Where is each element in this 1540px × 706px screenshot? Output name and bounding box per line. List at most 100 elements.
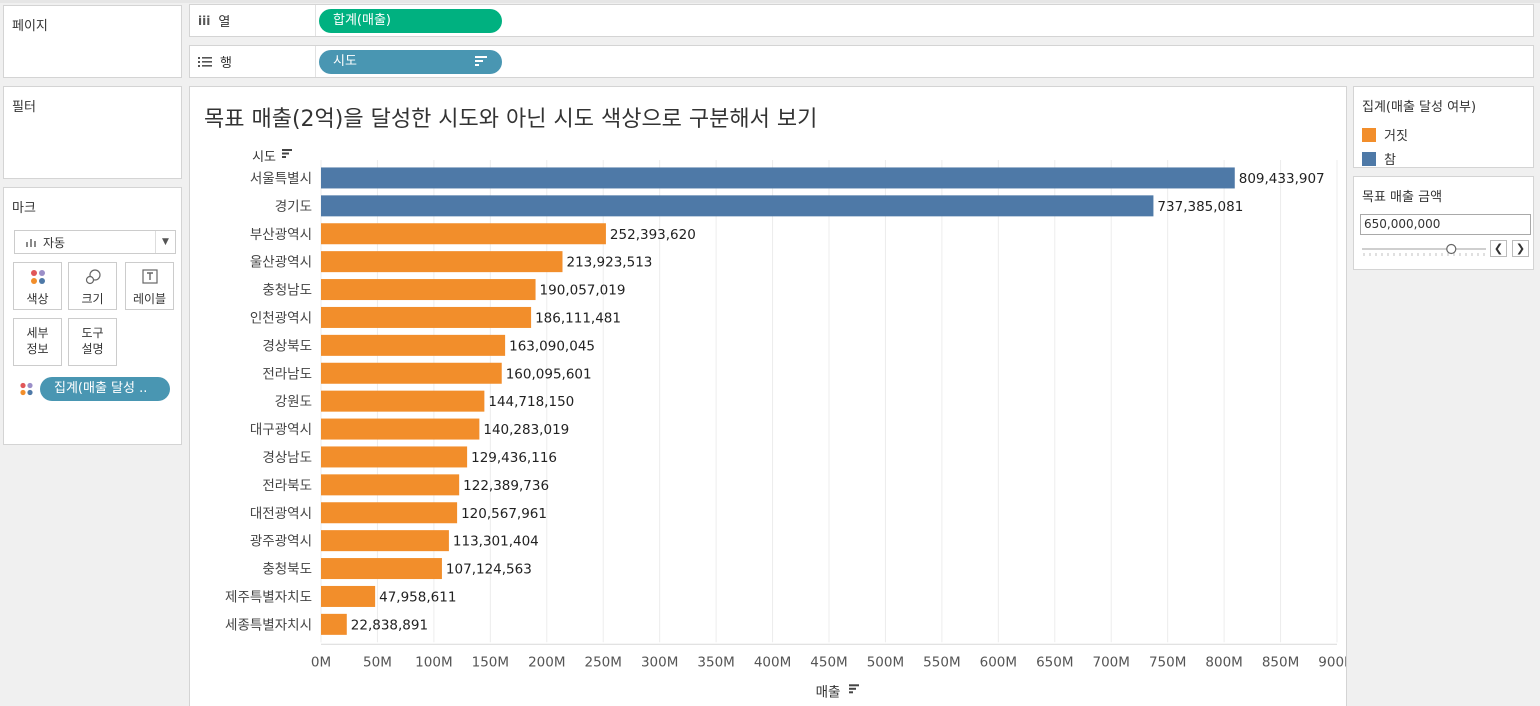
detail-mark-label-line1: 세부 <box>26 326 49 340</box>
rows-shelf-label: 행 <box>220 56 232 71</box>
parameter-value-input[interactable]: 650,000,000 <box>1360 214 1531 235</box>
color-dots-icon <box>20 382 33 396</box>
x-tick-label: 0M <box>311 654 331 670</box>
category-label[interactable]: 서울특별시 <box>250 171 312 187</box>
color-legend-card[interactable]: 집계(매출 달성 여부) 거짓 참 <box>1353 86 1534 168</box>
columns-shelf-label: 열 <box>218 15 231 30</box>
bar[interactable] <box>321 223 606 245</box>
bar-value-label: 120,567,961 <box>461 506 547 522</box>
legend-item-false[interactable]: 거짓 <box>1362 125 1408 144</box>
x-tick-label: 250M <box>585 654 622 670</box>
color-dots-icon <box>30 270 45 284</box>
bar[interactable] <box>321 530 449 552</box>
x-tick-label: 500M <box>867 654 904 670</box>
legend-swatch-false <box>1362 127 1376 142</box>
bar[interactable] <box>321 446 468 468</box>
color-mark-button[interactable]: 색상 <box>13 262 62 310</box>
bar[interactable] <box>321 362 502 384</box>
x-axis-title[interactable]: 매출 <box>816 684 841 700</box>
label-mark-button[interactable]: 레이블 <box>125 262 174 310</box>
x-tick-label: 300M <box>641 654 678 670</box>
color-mark-label: 색상 <box>26 292 49 306</box>
tooltip-mark-label-line2: 설명 <box>81 342 104 356</box>
size-mark-button[interactable]: 크기 <box>68 262 117 310</box>
slider-thumb[interactable] <box>1446 243 1457 255</box>
bar[interactable] <box>321 306 532 328</box>
marks-card: 마크 자동 ▼ 색상 크기 레이블 세부 정보 도구 설명 집계(매출 달성 .. <box>3 187 182 445</box>
parameter-slider[interactable] <box>1360 239 1490 259</box>
pages-card[interactable]: 페이지 <box>3 5 182 78</box>
bar[interactable] <box>321 195 1154 217</box>
bar-value-label: 107,124,563 <box>446 562 532 578</box>
filters-card[interactable]: 필터 <box>3 86 182 179</box>
category-label[interactable]: 세종특별자치시 <box>225 617 312 633</box>
bar[interactable] <box>321 334 506 356</box>
category-label[interactable]: 전라남도 <box>262 366 312 382</box>
bar-value-label: 22,838,891 <box>351 617 428 633</box>
bar-value-label: 163,090,045 <box>509 338 595 354</box>
rows-list-icon <box>198 56 212 67</box>
columns-sum-sales-pill[interactable]: 합계(매출) <box>319 9 502 33</box>
category-label[interactable]: 충청남도 <box>262 283 312 299</box>
bar-value-label: 140,283,019 <box>483 422 569 438</box>
x-tick-label: 200M <box>528 654 565 670</box>
category-label[interactable]: 충청북도 <box>262 562 312 578</box>
category-label[interactable]: 강원도 <box>275 394 312 410</box>
category-label[interactable]: 대구광역시 <box>250 422 312 438</box>
bar[interactable] <box>321 418 480 440</box>
tooltip-mark-button[interactable]: 도구 설명 <box>68 318 117 366</box>
columns-shelf[interactable]: iii 열 합계(매출) <box>189 4 1534 37</box>
bar-value-label: 186,111,481 <box>535 310 621 326</box>
columns-icon: iii <box>198 13 211 28</box>
bar[interactable] <box>321 558 442 580</box>
legend-item-true[interactable]: 참 <box>1362 149 1396 168</box>
label-mark-label: 레이블 <box>132 292 167 306</box>
category-label[interactable]: 부산광역시 <box>250 227 312 243</box>
chart-title: 목표 매출(2억)을 달성한 시도와 아닌 시도 색상으로 구분해서 보기 <box>204 107 818 132</box>
bar[interactable] <box>321 613 347 635</box>
detail-mark-button[interactable]: 세부 정보 <box>13 318 62 366</box>
slider-decrement-button[interactable]: ❮ <box>1490 240 1507 257</box>
row-header-label[interactable]: 시도 <box>252 150 276 165</box>
mark-type-dropdown[interactable]: 자동 ▼ <box>14 230 176 254</box>
category-label[interactable]: 광주광역시 <box>250 534 312 550</box>
bar[interactable] <box>321 279 536 301</box>
size-mark-label: 크기 <box>81 292 104 306</box>
slider-increment-button[interactable]: ❯ <box>1512 240 1529 257</box>
sort-descending-icon[interactable] <box>475 56 487 67</box>
bar-value-label: 144,718,150 <box>488 394 574 410</box>
color-field-pill[interactable]: 집계(매출 달성 .. <box>40 377 170 401</box>
x-tick-label: 100M <box>415 654 452 670</box>
rows-shelf[interactable]: 행 시도 <box>189 45 1534 78</box>
row-sort-icon[interactable] <box>282 149 292 158</box>
x-tick-label: 50M <box>363 654 392 670</box>
category-label[interactable]: 대전광역시 <box>250 506 312 522</box>
chevron-down-icon[interactable]: ▼ <box>155 231 175 253</box>
bar[interactable] <box>321 167 1235 189</box>
category-label[interactable]: 전라북도 <box>262 478 312 494</box>
color-legend-title: 집계(매출 달성 여부) <box>1362 100 1477 115</box>
bar[interactable] <box>321 390 485 412</box>
chart-view: 목표 매출(2억)을 달성한 시도와 아닌 시도 색상으로 구분해서 보기 시도… <box>189 86 1347 706</box>
category-label[interactable]: 인천광역시 <box>250 310 312 326</box>
bar[interactable] <box>321 502 458 524</box>
text-label-icon <box>141 269 158 284</box>
bar-value-label: 129,436,116 <box>471 450 557 466</box>
bar-value-label: 190,057,019 <box>540 283 626 299</box>
x-tick-label: 800M <box>1205 654 1242 670</box>
top-toolbar-edge <box>0 0 1540 3</box>
category-label[interactable]: 경상북도 <box>262 338 312 354</box>
rows-sido-pill[interactable]: 시도 <box>319 50 502 74</box>
parameter-card: 목표 매출 금액 650,000,000 ❮ ❯ <box>1353 176 1534 270</box>
filters-card-title: 필터 <box>12 100 36 115</box>
bar[interactable] <box>321 585 376 607</box>
category-label[interactable]: 제주특별자치도 <box>225 589 312 605</box>
category-label[interactable]: 경상남도 <box>262 450 312 466</box>
x-tick-label: 900M <box>1318 654 1346 670</box>
category-label[interactable]: 울산광역시 <box>250 255 312 271</box>
bar[interactable] <box>321 474 460 496</box>
bar[interactable] <box>321 251 563 273</box>
x-axis-sort-icon[interactable] <box>849 684 859 694</box>
category-label[interactable]: 경기도 <box>275 199 312 215</box>
legend-label-true: 참 <box>1384 153 1396 168</box>
